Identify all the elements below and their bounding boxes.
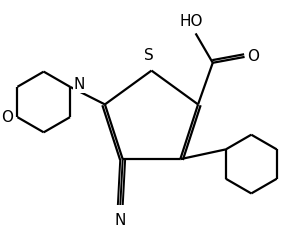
Text: O: O [2, 110, 13, 125]
Text: O: O [247, 49, 260, 64]
Text: N: N [115, 213, 126, 227]
Text: S: S [144, 48, 154, 63]
Text: HO: HO [180, 14, 203, 29]
Text: N: N [74, 77, 85, 92]
